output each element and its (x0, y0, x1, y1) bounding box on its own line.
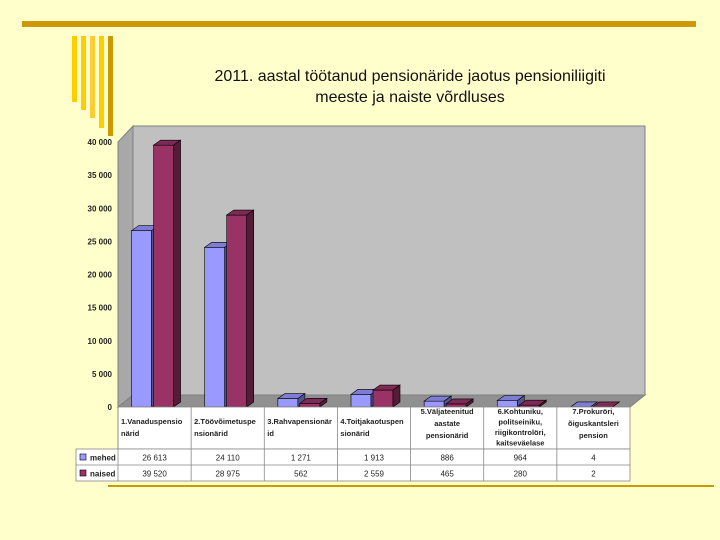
bar-front (277, 398, 299, 408)
category-label-line: 4.Toitjakaotuspen (340, 417, 404, 426)
data-label-mehed: 26 613 (142, 454, 167, 463)
category-label-line: 7.Prokuröri, (572, 407, 614, 416)
y-tick-label: 15 000 (88, 304, 113, 313)
category-label: 4.Toitjakaotuspen sionärid (340, 417, 404, 438)
plot-area (116, 124, 647, 409)
bar-front (372, 389, 394, 408)
y-tick-label: 35 000 (88, 171, 113, 180)
category-label-line: 3.Rahvapensionär (267, 417, 332, 426)
bar-front (299, 402, 321, 408)
data-label-mehed: 964 (514, 454, 528, 463)
category-label: 5.Väljateenitud aastate pensionärid (421, 407, 474, 440)
data-label-mehed: 1 913 (364, 454, 385, 463)
category-label-line: politseiniku, (498, 418, 542, 427)
category-label-line: 6.Kohtuniku, (498, 407, 543, 416)
bar-side (538, 399, 547, 408)
data-label-naised: 562 (294, 470, 308, 479)
bar-series (130, 139, 621, 408)
bar-naised (445, 398, 475, 408)
bar-naised (225, 209, 255, 408)
bar-naised (372, 384, 401, 408)
deco-bar (108, 36, 113, 136)
category-label: 6.Kohtuniku, politseiniku, riigikontrolöri… (495, 407, 546, 448)
deco-bar (99, 36, 104, 128)
chart-title-line2: meeste ja naiste võrdluses (315, 89, 505, 106)
y-tick-label: 5 000 (92, 370, 113, 379)
category-label-line: närid (121, 429, 140, 438)
side-wall (117, 124, 134, 409)
table-header-bg (117, 406, 631, 450)
category-label-line: 2.Töövõimetuspe (194, 417, 256, 426)
y-tick-label: 25 000 (88, 237, 113, 246)
y-tick-label: 30 000 (88, 204, 113, 213)
bar-naised (518, 399, 548, 408)
y-tick-label: 10 000 (88, 337, 113, 346)
bar-front (226, 214, 248, 408)
chart-title-line1: 2011. aastal töötanud pensionäride jaotu… (214, 68, 606, 85)
category-label-line: 5.Väljateenitud (421, 407, 474, 416)
decorative-vertical-bars (72, 36, 122, 146)
y-tick-label: 20 000 (88, 271, 113, 280)
deco-bar (81, 36, 86, 110)
bottom-accent-rule (108, 485, 714, 487)
data-label-naised: 39 520 (142, 470, 167, 479)
data-label-naised: 28 975 (215, 470, 240, 479)
category-label-line: kaitseväelase (496, 439, 544, 448)
data-table: 1.Vanaduspensio närid 2.Töövõimetuspe nsion… (75, 406, 631, 482)
category-label-line: 1.Vanaduspensio (121, 417, 183, 426)
legend-label-mehed: mehed (90, 454, 116, 463)
bar-side (173, 139, 181, 408)
data-label-naised: 465 (440, 470, 454, 479)
chart-title: 2011. aastal töötanud pensionäride jaotu… (160, 66, 660, 108)
bar-naised (298, 397, 328, 408)
category-label-line: riigikontrolöri, (495, 428, 546, 437)
category-label-line: pensionärid (426, 431, 469, 440)
bar-front (204, 246, 226, 408)
data-label-naised: 2 (591, 470, 596, 479)
bar-front (153, 144, 174, 408)
y-axis-tick-labels: 40 000 35 000 30 000 25 000 20 000 15 000 10 0… (88, 138, 113, 412)
legend-label-naised: naised (90, 470, 115, 479)
y-tick-label: 0 (108, 403, 113, 412)
data-label-naised: 2 559 (364, 470, 385, 479)
category-label-line: õiguskantsleri (568, 419, 619, 428)
category-label: 7.Prokuröri, õiguskantsleri pension (568, 407, 619, 440)
bar-side (246, 209, 255, 408)
data-label-naised: 280 (514, 470, 528, 479)
category-label-line: nsionärid (194, 429, 228, 438)
category-label-line: sionärid (340, 429, 370, 438)
bar-front (131, 230, 152, 408)
deco-bar (90, 36, 95, 118)
bar-side (465, 398, 474, 408)
legend-key-naised (79, 469, 87, 477)
category-label: 1.Vanaduspensio närid (121, 417, 183, 438)
bar-side (392, 384, 401, 408)
data-label-mehed: 24 110 (216, 454, 240, 463)
category-label-line: aastate (434, 419, 460, 428)
category-label: 3.Rahvapensionär id (267, 417, 332, 438)
data-label-mehed: 4 (591, 454, 596, 463)
category-label-line: pension (579, 431, 608, 440)
deco-bar (72, 36, 77, 102)
bar-front (350, 394, 372, 408)
y-tick-label: 40 000 (88, 138, 113, 147)
legend-key-mehed (79, 453, 87, 461)
category-label: 2.Töövõimetuspe nsionärid (194, 417, 256, 438)
bar-naised (152, 139, 182, 408)
data-label-mehed: 886 (440, 454, 454, 463)
top-accent-rule (22, 21, 696, 27)
category-label-line: id (267, 429, 274, 438)
bar-side (319, 397, 328, 408)
data-label-mehed: 1 271 (291, 454, 312, 463)
